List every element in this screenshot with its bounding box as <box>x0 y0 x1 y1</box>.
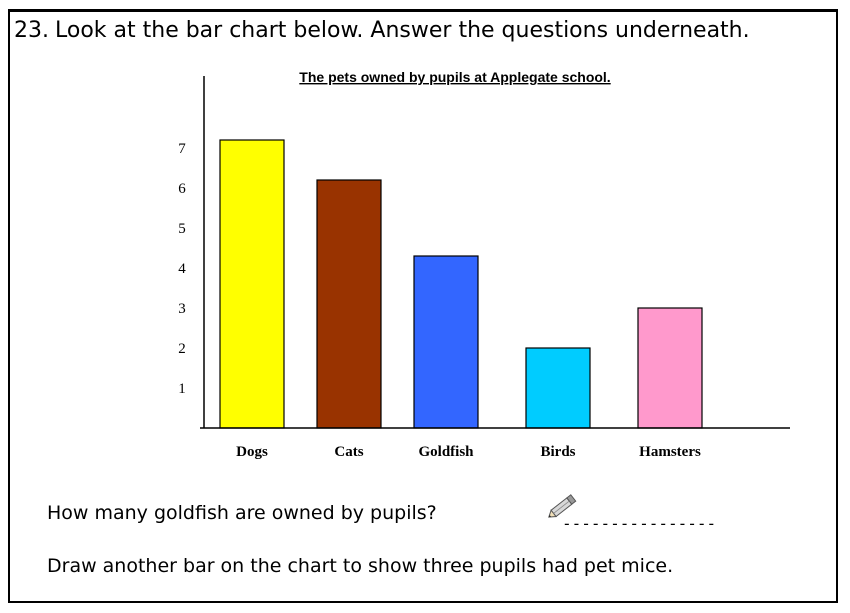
pencil-icon <box>548 494 577 518</box>
category-label-hamsters: Hamsters <box>639 444 701 460</box>
question-text: Look at the bar chart below. Answer the … <box>55 18 750 43</box>
y-tick-label-5: 5 <box>178 221 186 237</box>
question-mice-bar: Draw another bar on the chart to show th… <box>47 555 674 577</box>
question-goldfish: How many goldfish are owned by pupils? <box>47 502 437 524</box>
question-number: 23. <box>14 18 49 43</box>
y-tick-label-3: 3 <box>178 301 186 317</box>
bar-hamsters <box>637 307 703 429</box>
category-label-goldfish: Goldfish <box>418 444 474 460</box>
bar-birds <box>525 347 591 429</box>
bar-dogs <box>219 139 285 429</box>
chart-title: The pets owned by pupils at Applegate sc… <box>299 69 610 85</box>
question-header: 23. Look at the bar chart below. Answer t… <box>14 18 750 43</box>
category-label-birds: Birds <box>540 444 575 460</box>
category-label-cats: Cats <box>334 444 363 460</box>
answer-blank[interactable]: ---------------- <box>562 514 717 533</box>
y-tick-label-7: 7 <box>178 141 186 157</box>
y-tick-label-2: 2 <box>178 341 186 357</box>
y-tick-label-6: 6 <box>178 181 186 197</box>
y-tick-label-4: 4 <box>178 261 186 277</box>
bar-goldfish <box>413 255 479 429</box>
y-tick-label-1: 1 <box>178 381 186 397</box>
category-label-dogs: Dogs <box>236 444 268 460</box>
bar-cats <box>316 179 382 429</box>
